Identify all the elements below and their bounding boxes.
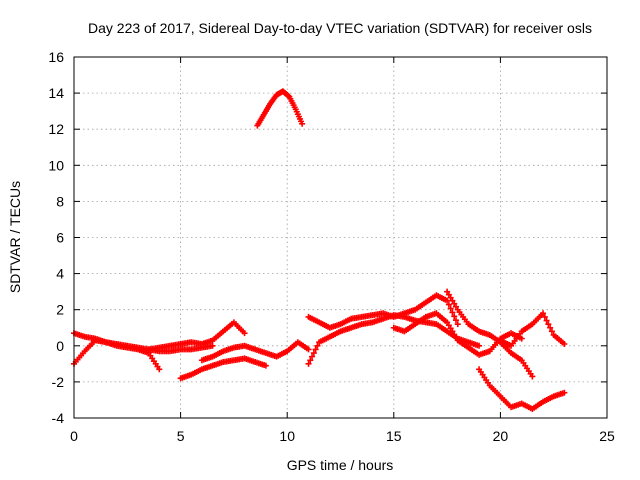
data-point [541, 313, 548, 320]
data-point [449, 309, 456, 316]
data-point [454, 321, 461, 328]
data-point [156, 366, 163, 373]
data-point [241, 330, 248, 337]
data-point [452, 317, 459, 324]
data-point [447, 294, 454, 301]
y-tick-label: 14 [48, 85, 64, 101]
data-point [285, 92, 292, 99]
y-tick-label: 8 [56, 193, 64, 209]
x-axis-label: GPS time / hours [287, 457, 394, 473]
data-point [543, 317, 550, 324]
data-point [548, 328, 555, 335]
data-point [444, 319, 451, 326]
data-point [449, 328, 456, 335]
data-point [452, 334, 459, 341]
series-arc-4 [177, 355, 269, 382]
data-point [445, 322, 452, 329]
data-point [444, 288, 451, 295]
data-point [445, 301, 452, 308]
data-point [561, 389, 568, 396]
x-tick-label: 10 [279, 428, 295, 444]
data-point [444, 297, 451, 304]
data-point [451, 300, 458, 307]
series-arc-10 [444, 288, 536, 380]
data-point [307, 357, 314, 364]
series-arc-11 [476, 366, 568, 412]
y-tick-label: -4 [52, 410, 65, 426]
y-axis-label: SDTVAR / TECUs [7, 181, 23, 293]
y-tick-label: 12 [48, 121, 64, 137]
plot-frame [73, 56, 608, 419]
y-tick-label: 2 [56, 302, 64, 318]
y-tick-label: 4 [56, 266, 64, 282]
data-point [445, 291, 452, 298]
series-arc-3 [145, 319, 248, 353]
data-point [309, 353, 316, 360]
data-point [547, 324, 554, 331]
x-tick-label: 25 [599, 428, 615, 444]
series-arc-9 [390, 310, 525, 358]
data-point [452, 303, 459, 310]
data-point [529, 373, 536, 380]
data-point [518, 335, 525, 342]
x-tick-label: 5 [177, 428, 185, 444]
x-tick-label: 0 [70, 428, 78, 444]
data-point [561, 340, 568, 347]
data-point [305, 346, 312, 353]
data-point [447, 305, 454, 312]
grid [74, 57, 607, 418]
x-tick-label: 20 [493, 428, 509, 444]
data-point [449, 297, 456, 304]
axis-ticks: 0 5 10 15 20 25 -4 -2 0 2 4 6 8 10 12 14 16 [48, 49, 615, 444]
y-tick-label: -2 [52, 374, 65, 390]
data-point [209, 342, 216, 349]
y-tick-label: 0 [56, 338, 64, 354]
data-point [305, 360, 312, 367]
data-point [545, 321, 552, 328]
data-point [310, 350, 317, 357]
x-tick-label: 15 [386, 428, 402, 444]
series-arc-12 [497, 310, 568, 349]
plot-area [71, 88, 568, 412]
data-point [262, 362, 269, 369]
series-arc-6 [254, 88, 306, 129]
y-tick-label: 10 [48, 157, 64, 173]
series-arc-5 [198, 339, 312, 364]
data-point [451, 331, 458, 338]
chart-title: Day 223 of 2017, Sidereal Day-to-day VTE… [88, 20, 592, 36]
y-tick-label: 6 [56, 230, 64, 246]
data-point [447, 325, 454, 332]
data-point [314, 342, 321, 349]
data-point [312, 346, 319, 353]
data-point [451, 313, 458, 320]
data-point [540, 310, 547, 317]
y-tick-label: 16 [48, 49, 64, 65]
data-point [476, 342, 483, 349]
data-point [299, 120, 306, 127]
